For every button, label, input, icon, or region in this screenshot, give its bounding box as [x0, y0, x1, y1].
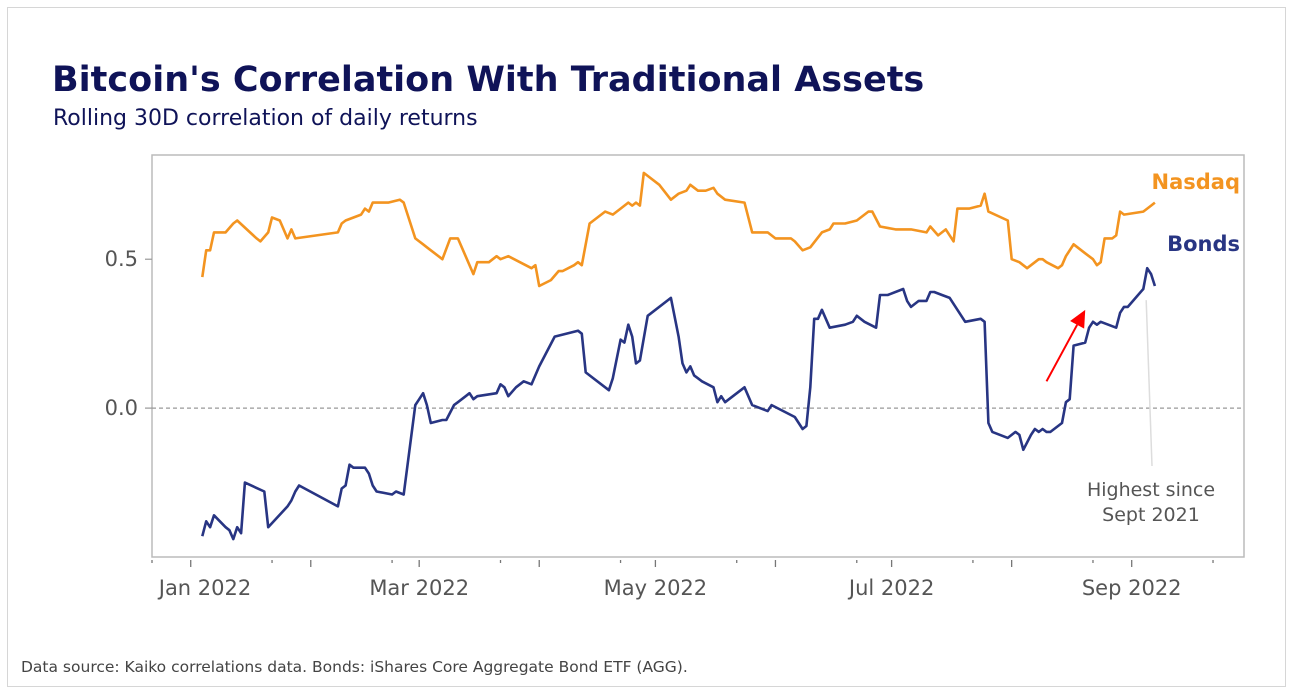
red-arrow-icon	[1045, 309, 1086, 382]
legend-label-bonds: Bonds	[1167, 232, 1240, 256]
chart-card	[7, 7, 1286, 687]
chart-subtitle: Rolling 30D correlation of daily returns	[53, 106, 478, 131]
y-tick-label: 0.0	[105, 396, 138, 420]
y-tick-label: 0.5	[105, 247, 138, 271]
chart-title: Bitcoin's Correlation With Traditional A…	[52, 60, 924, 100]
arrow-shaft	[1045, 324, 1079, 382]
x-tick-label: May 2022	[604, 576, 708, 600]
legend-label-nasdaq: Nasdaq	[1152, 170, 1240, 194]
annotation-leader-line	[1145, 300, 1153, 467]
x-tick-label: Jul 2022	[847, 576, 934, 600]
series-line-nasdaq	[201, 171, 1156, 288]
arrow-head	[1070, 309, 1086, 329]
x-tick-label: Sep 2022	[1082, 576, 1182, 600]
x-tick-label: Mar 2022	[369, 576, 469, 600]
annotation-line2: Sept 2021	[1102, 504, 1200, 526]
footer-source: Data source: Kaiko correlations data. Bo…	[21, 658, 688, 676]
plot-area	[151, 154, 1245, 558]
annotation-line1: Highest since	[1087, 479, 1215, 501]
x-tick-label: Jan 2022	[157, 576, 252, 600]
series-line-bonds	[201, 266, 1157, 541]
